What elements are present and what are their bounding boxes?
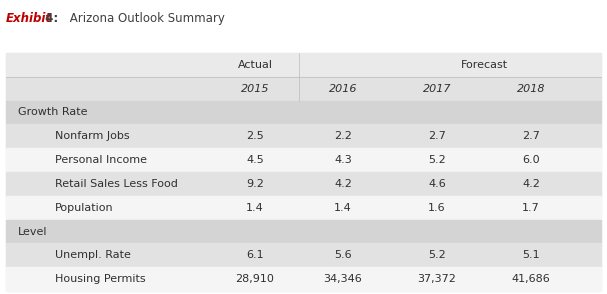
Text: 4.2: 4.2 <box>334 179 352 189</box>
Bar <box>6 243 601 267</box>
Bar <box>6 77 601 101</box>
Text: 2.2: 2.2 <box>334 131 352 141</box>
Text: 4.5: 4.5 <box>246 155 264 165</box>
Text: 2.7: 2.7 <box>428 131 446 141</box>
Text: 5.2: 5.2 <box>428 155 446 165</box>
Text: 9.2: 9.2 <box>246 179 264 189</box>
Text: 2.5: 2.5 <box>246 131 264 141</box>
Text: 6.0: 6.0 <box>522 155 540 165</box>
Text: Unempl. Rate: Unempl. Rate <box>55 250 131 260</box>
Text: 4.2: 4.2 <box>522 179 540 189</box>
Text: Retail Sales Less Food: Retail Sales Less Food <box>55 179 177 189</box>
Text: 4.3: 4.3 <box>334 155 352 165</box>
Text: 28,910: 28,910 <box>236 274 274 284</box>
Text: 2.7: 2.7 <box>522 131 540 141</box>
Bar <box>6 172 601 196</box>
Text: 5.2: 5.2 <box>428 250 446 260</box>
Bar <box>6 148 601 172</box>
Bar <box>6 124 601 148</box>
Text: Housing Permits: Housing Permits <box>55 274 145 284</box>
Text: 5.1: 5.1 <box>522 250 540 260</box>
Text: Actual: Actual <box>237 60 273 70</box>
Text: 41,686: 41,686 <box>512 274 551 284</box>
Text: 4:: 4: <box>41 12 58 25</box>
Text: 2015: 2015 <box>241 83 269 94</box>
Text: 6.1: 6.1 <box>246 250 264 260</box>
Bar <box>6 53 601 291</box>
Text: Growth Rate: Growth Rate <box>18 107 87 118</box>
Text: 2017: 2017 <box>423 83 451 94</box>
Text: Exhibit: Exhibit <box>6 12 52 25</box>
Text: 1.7: 1.7 <box>522 203 540 213</box>
Text: Level: Level <box>18 226 48 237</box>
Bar <box>6 53 601 77</box>
Text: 1.4: 1.4 <box>334 203 352 213</box>
Text: Personal Income: Personal Income <box>55 155 147 165</box>
Bar <box>6 220 601 243</box>
Text: 34,346: 34,346 <box>324 274 362 284</box>
Bar <box>6 267 601 291</box>
Bar <box>6 101 601 124</box>
Text: 1.6: 1.6 <box>428 203 446 213</box>
Text: 2018: 2018 <box>517 83 545 94</box>
Text: Nonfarm Jobs: Nonfarm Jobs <box>55 131 129 141</box>
Text: 4.6: 4.6 <box>428 179 446 189</box>
Text: Population: Population <box>55 203 114 213</box>
Text: 1.4: 1.4 <box>246 203 264 213</box>
Text: 2016: 2016 <box>329 83 357 94</box>
Text: Forecast: Forecast <box>461 60 507 70</box>
Text: Arizona Outlook Summary: Arizona Outlook Summary <box>66 12 225 25</box>
Text: 5.6: 5.6 <box>334 250 352 260</box>
Text: 37,372: 37,372 <box>418 274 456 284</box>
Bar <box>6 196 601 220</box>
